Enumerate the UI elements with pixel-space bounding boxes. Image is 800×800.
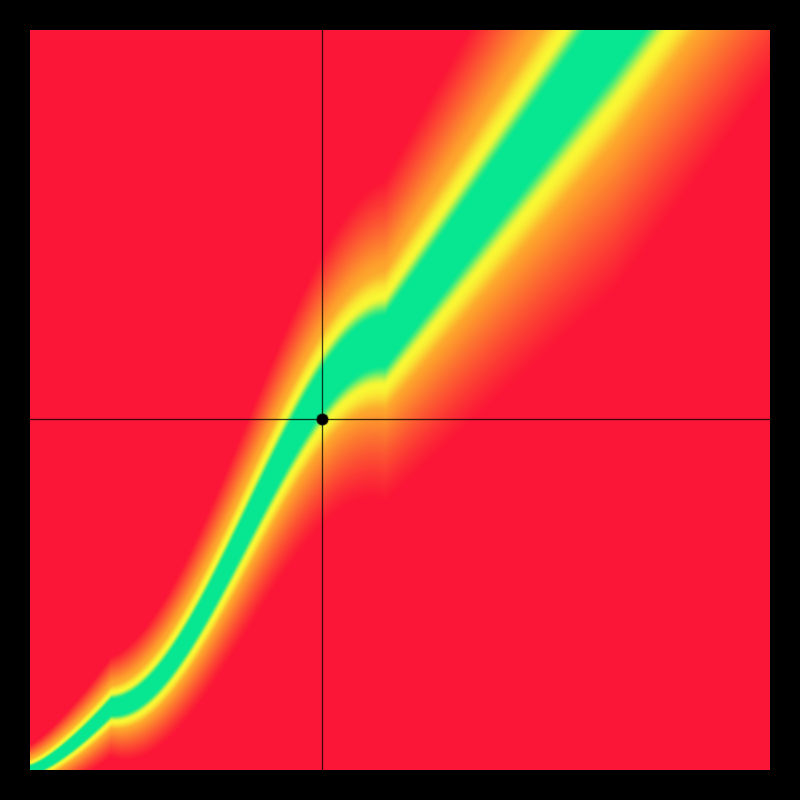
bottleneck-heatmap-chart: TheBottleneck.com	[0, 0, 800, 800]
overlay-canvas	[30, 30, 770, 770]
watermark-text: TheBottleneck.com	[558, 4, 770, 31]
